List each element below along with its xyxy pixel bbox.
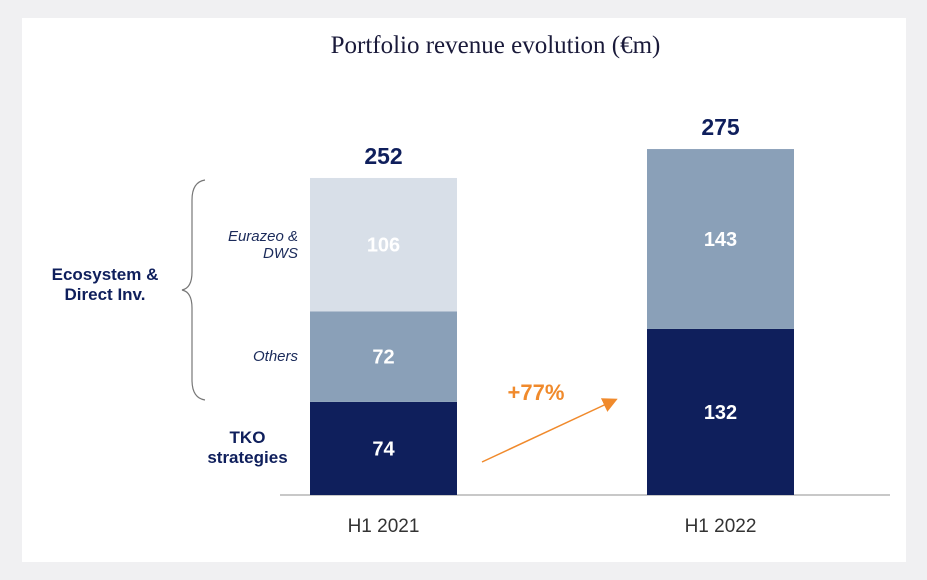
bar-segment bbox=[310, 401, 457, 495]
bar-segment bbox=[310, 177, 457, 312]
bar-segment bbox=[647, 149, 794, 329]
total-label: 275 bbox=[701, 114, 740, 140]
brace bbox=[181, 179, 206, 401]
segment-label: 72 bbox=[372, 347, 394, 369]
legend-label: Eurazeo & DWS bbox=[227, 227, 298, 262]
segment-label: 106 bbox=[367, 235, 400, 257]
x-tick-label: H1 2021 bbox=[348, 516, 420, 537]
total-label: 252 bbox=[364, 143, 402, 169]
growth-arrow bbox=[481, 398, 618, 463]
bar-segment bbox=[647, 328, 794, 495]
segment-label: 74 bbox=[372, 438, 395, 460]
legend-label: Others bbox=[252, 348, 298, 366]
x-tick-label: H1 2022 bbox=[685, 516, 757, 537]
chart-title: Portfolio revenue evolution (€m) bbox=[330, 32, 661, 59]
bar-segment bbox=[310, 311, 457, 402]
legend-label: TKO strategies bbox=[207, 428, 288, 468]
group-label: Ecosystem & Direct Inv. bbox=[51, 265, 159, 304]
segment-label: 143 bbox=[704, 229, 737, 251]
segment-label: 132 bbox=[704, 402, 737, 424]
annotation: +77% bbox=[508, 380, 565, 405]
